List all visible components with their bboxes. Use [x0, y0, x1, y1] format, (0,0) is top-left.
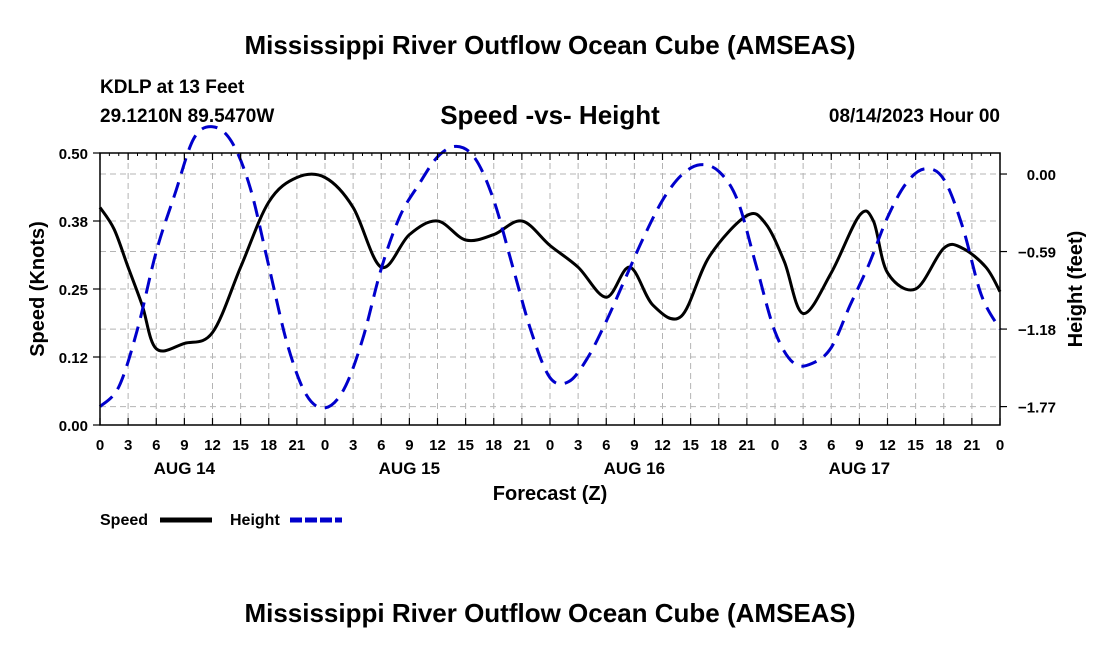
- station-coordinates: 29.1210N 89.5470W: [100, 106, 275, 127]
- y-left-tick-label: 0.00: [59, 418, 88, 435]
- x-tick-label: 15: [232, 437, 249, 454]
- chart-main-title: Mississippi River Outflow Ocean Cube (AM…: [244, 30, 856, 60]
- station-label: KDLP at 13 Feet: [100, 77, 245, 98]
- x-tick-label: 6: [377, 437, 385, 454]
- day-label: AUG 15: [379, 459, 440, 478]
- series-line-height: [98, 125, 1002, 410]
- y-axis-right-title: Height (feet): [1065, 231, 1087, 348]
- x-tick-label: 15: [907, 437, 924, 454]
- x-tick-label: 21: [739, 437, 756, 454]
- x-tick-label: 3: [124, 437, 132, 454]
- footer-title: Mississippi River Outflow Ocean Cube (AM…: [244, 598, 856, 628]
- series-line-speed: [98, 172, 1002, 353]
- x-tick-label: 12: [204, 437, 221, 454]
- y-left-tick-label: 0.38: [59, 214, 88, 231]
- x-tick-label: 9: [180, 437, 188, 454]
- x-tick-label: 0: [546, 437, 554, 454]
- x-tick-label: 0: [321, 437, 329, 454]
- y-right-tick-label: −1.77: [1018, 400, 1056, 417]
- x-tick-label: 9: [405, 437, 413, 454]
- x-tick-label: 18: [485, 437, 502, 454]
- axis-layer: 0 3 6 9 12 15 18 21 0 3 6 9 12 15 18 21 0 3 6 9 12 15 18 21 0 3 6 9…: [59, 146, 1056, 478]
- x-tick-label: 21: [964, 437, 981, 454]
- legend-label-speed: Speed: [100, 512, 148, 529]
- x-tick-label: 0: [96, 437, 104, 454]
- day-label: AUG 14: [154, 459, 216, 478]
- day-label: AUG 16: [604, 459, 665, 478]
- x-tick-label: 6: [602, 437, 610, 454]
- x-tick-label: 15: [682, 437, 699, 454]
- x-tick-label: 18: [260, 437, 277, 454]
- x-tick-label: 3: [574, 437, 582, 454]
- x-tick-label: 0: [996, 437, 1004, 454]
- x-tick-label: 6: [827, 437, 835, 454]
- y-left-tick-label: 0.25: [59, 282, 88, 299]
- y-axis-left-title: Speed (Knots): [27, 221, 49, 357]
- y-left-tick-label: 0.50: [59, 146, 88, 163]
- x-tick-label: 12: [429, 437, 446, 454]
- series-layer: [98, 125, 1002, 410]
- y-right-tick-label: −1.18: [1018, 322, 1056, 339]
- x-tick-label: 6: [152, 437, 160, 454]
- x-tick-label: 21: [514, 437, 531, 454]
- x-tick-label: 18: [935, 437, 952, 454]
- y-right-tick-label: 0.00: [1027, 167, 1056, 184]
- y-right-tick-label: −0.59: [1018, 245, 1056, 262]
- x-tick-label: 12: [654, 437, 671, 454]
- x-tick-label: 3: [799, 437, 807, 454]
- grid-layer: [100, 153, 1000, 425]
- x-axis-title: Forecast (Z): [493, 483, 607, 505]
- chart-subtitle: Speed -vs- Height: [440, 100, 660, 130]
- x-tick-label: 21: [289, 437, 306, 454]
- legend: Speed Height: [100, 512, 342, 529]
- x-tick-label: 12: [879, 437, 896, 454]
- x-tick-label: 15: [457, 437, 474, 454]
- x-tick-label: 9: [630, 437, 638, 454]
- x-tick-label: 9: [855, 437, 863, 454]
- day-label: AUG 17: [829, 459, 890, 478]
- x-tick-label: 3: [349, 437, 357, 454]
- x-tick-label: 18: [710, 437, 727, 454]
- forecast-datetime: 08/14/2023 Hour 00: [828, 106, 1000, 127]
- x-tick-label: 0: [771, 437, 779, 454]
- y-left-tick-label: 0.12: [59, 350, 88, 367]
- legend-label-height: Height: [230, 512, 280, 529]
